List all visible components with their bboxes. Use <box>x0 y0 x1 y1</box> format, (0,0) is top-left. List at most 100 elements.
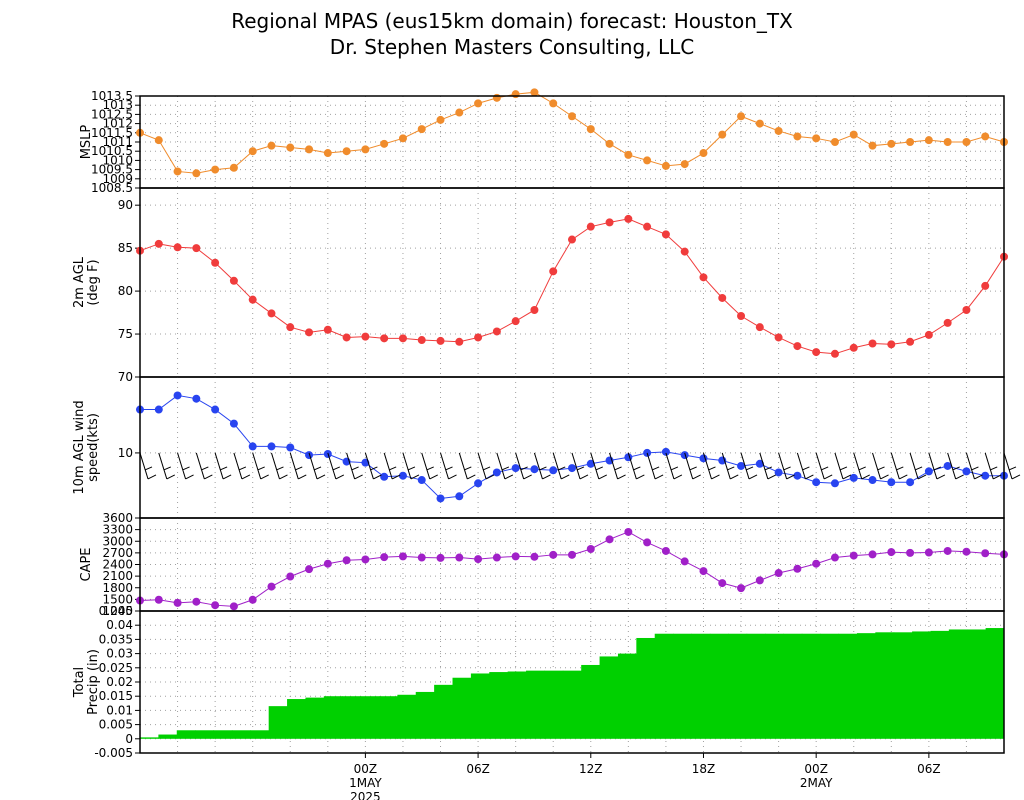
temp-data-point <box>361 332 370 341</box>
precip-bar <box>856 633 876 739</box>
chart-title: Regional MPAS (eus15km domain) forecast:… <box>231 9 793 33</box>
y-tick-label: 3300 <box>102 523 133 537</box>
wind-barb <box>346 452 363 480</box>
mslp-data-point <box>398 134 407 143</box>
precip-bar <box>305 697 325 739</box>
wind-data-point <box>906 478 915 487</box>
y-tick-label: 0.04 <box>106 618 133 632</box>
wind-barb <box>778 452 795 480</box>
wind-data-point <box>286 443 295 452</box>
cape-data-point <box>436 553 445 562</box>
cape-data-point <box>229 602 238 611</box>
precip-bar <box>709 633 729 739</box>
wind-data-point <box>962 467 971 476</box>
wind-data-point <box>455 492 464 501</box>
cape-data-point <box>924 548 933 557</box>
wind-data-point <box>474 479 483 488</box>
precip-bar <box>581 664 601 739</box>
wind-barb <box>440 452 457 480</box>
time-tick-label: 12Z <box>579 762 603 776</box>
wind-data-point <box>755 459 764 468</box>
precip-bar <box>893 632 913 739</box>
wind-barb <box>890 452 908 480</box>
wind-barb <box>552 452 570 480</box>
cape-data-point <box>605 535 614 544</box>
cape-data-point <box>661 546 670 555</box>
wind-barb <box>308 452 326 480</box>
wind-data-point <box>530 465 539 474</box>
mslp-data-point <box>455 108 464 117</box>
date-label: 1MAY <box>349 776 382 790</box>
cape-data-point <box>812 559 821 568</box>
mslp-data-point <box>793 132 802 141</box>
wind-barb <box>364 452 382 480</box>
date-label: 2MAY <box>800 776 833 790</box>
temp-data-point <box>624 214 633 223</box>
wind-data-point <box>305 451 314 460</box>
precip-bar <box>415 691 435 739</box>
wind-barb <box>195 452 213 480</box>
y-tick-label: 1013.5 <box>91 89 133 103</box>
cape-data-point <box>286 572 295 581</box>
wind-data-point <box>737 461 746 470</box>
y-tick-label: 1200 <box>102 604 133 618</box>
precip-bar <box>654 633 674 739</box>
cape-data-point <box>849 551 858 560</box>
temp-data-point <box>680 247 689 256</box>
wind-data-point <box>586 459 595 468</box>
y-tick-label: 10 <box>118 446 133 460</box>
temp-data-point <box>417 336 426 345</box>
mslp-data-point <box>643 156 652 165</box>
cape-data-point <box>474 555 483 564</box>
cape-data-point <box>981 549 990 558</box>
temp-data-point <box>248 295 257 304</box>
precip-bar <box>378 696 398 739</box>
precip-bar <box>599 656 619 739</box>
cape-data-point <box>323 559 332 568</box>
cape-data-point <box>267 582 276 591</box>
wind-barb <box>815 452 833 480</box>
precip-bar <box>434 684 454 739</box>
temp-data-point <box>774 333 783 342</box>
mslp-data-point <box>154 136 163 145</box>
mslp-data-point <box>361 145 370 154</box>
precip-bar <box>397 694 417 739</box>
wind-data-point <box>267 442 276 451</box>
mslp-data-point <box>511 90 520 99</box>
precip-bar <box>176 730 196 739</box>
temp-data-point <box>267 309 276 318</box>
temp-data-point <box>323 325 332 334</box>
mslp-data-point <box>605 139 614 148</box>
cape-data-point <box>793 564 802 573</box>
y-tick-label: 2100 <box>102 569 133 583</box>
mslp-data-point <box>812 134 821 143</box>
wind-barb <box>684 452 701 480</box>
precip-bar <box>470 673 490 739</box>
mslp-data-point <box>267 141 276 150</box>
temp-data-point <box>830 349 839 358</box>
mslp-panel: 1008.510091009.510101010.510111011.51012… <box>79 88 1008 195</box>
wind-barb <box>252 452 269 480</box>
chart-subtitle: Dr. Stephen Masters Consulting, LLC <box>329 35 695 59</box>
precip-bar <box>967 629 987 739</box>
wind-data-point <box>248 442 257 451</box>
wind-data-point <box>229 419 238 428</box>
cape-panel-frame <box>139 517 1005 612</box>
wind-barb <box>289 452 307 480</box>
wind-data-point <box>154 405 163 414</box>
precip-bar <box>820 633 840 739</box>
y-tick-label: 1500 <box>102 592 133 606</box>
temp-data-point <box>229 276 238 285</box>
wind-barb <box>402 452 420 480</box>
mslp-data-point <box>530 88 539 97</box>
wind-barb <box>214 452 232 480</box>
precip-bar <box>287 699 306 739</box>
wind-barb <box>984 452 1002 480</box>
wind-data-point <box>812 478 821 487</box>
wind-barb <box>947 452 964 480</box>
time-tick-label: 00Z <box>354 762 378 776</box>
temp-data-point <box>286 323 295 332</box>
wind-data-point <box>417 476 426 485</box>
